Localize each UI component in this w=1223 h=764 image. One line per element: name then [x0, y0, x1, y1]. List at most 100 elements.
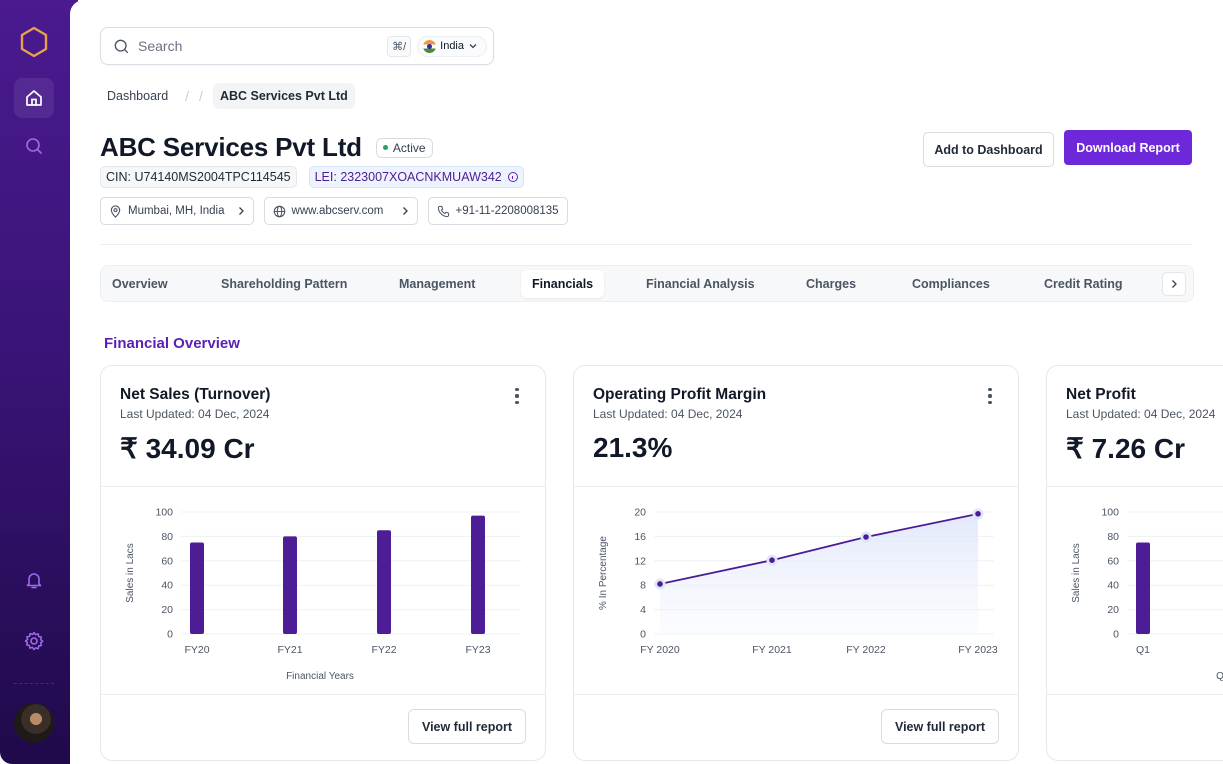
- view-full-report-button[interactable]: View full report: [408, 709, 526, 744]
- globe-icon: [273, 205, 285, 217]
- operating-profit-margin-card: Operating Profit Margin Last Updated: 04…: [573, 365, 1019, 761]
- chevron-down-icon: [469, 44, 477, 49]
- card-footer: View full report: [574, 694, 1018, 760]
- y-tick-label: 8: [640, 580, 646, 592]
- card-footer: View full report: [1047, 694, 1223, 760]
- x-axis-label: Q: [1216, 671, 1223, 682]
- breadcrumb-separator: /: [185, 88, 190, 104]
- tab-bar: Overview Shareholding Pattern Management…: [100, 265, 1194, 302]
- bar: [283, 536, 297, 634]
- x-tick-label: FY22: [371, 644, 396, 656]
- section-title: Financial Overview: [104, 335, 240, 352]
- y-tick-label: 0: [167, 629, 173, 641]
- tab-financials[interactable]: Financials: [521, 270, 605, 298]
- card-last-updated: Last Updated: 04 Dec, 2024: [593, 407, 743, 421]
- tabs-next-button[interactable]: [1162, 272, 1186, 296]
- x-tick-label: FY 2022: [846, 644, 886, 656]
- y-tick-label: 100: [1101, 507, 1119, 519]
- tab-charges[interactable]: Charges: [806, 277, 857, 291]
- status-badge: Active: [375, 137, 433, 158]
- bar: [190, 542, 204, 634]
- y-tick-label: 40: [1107, 580, 1119, 592]
- y-tick-label: 60: [161, 555, 173, 567]
- phone-link[interactable]: +91-11-2208008135: [427, 197, 568, 225]
- info-icon[interactable]: [507, 172, 518, 182]
- x-tick-label: FY23: [465, 644, 490, 656]
- website-link[interactable]: www.abcserv.com: [263, 197, 418, 225]
- sidebar: [0, 0, 78, 764]
- sidebar-item-settings[interactable]: [14, 621, 54, 661]
- breadcrumb-separator: /: [199, 88, 203, 104]
- search-input[interactable]: [138, 38, 388, 54]
- y-tick-label: 20: [1107, 604, 1119, 616]
- card-last-updated: Last Updated: 04 Dec, 2024: [1066, 407, 1216, 421]
- tab-shareholding-pattern[interactable]: Shareholding Pattern: [221, 277, 348, 291]
- chevron-right-icon: [1172, 280, 1177, 288]
- india-flag-icon: [423, 39, 437, 53]
- cin-chip: CIN: U74140MS2004TPC114545: [100, 166, 297, 188]
- sidebar-item-search[interactable]: [14, 126, 54, 166]
- card-footer: View full report: [101, 694, 545, 760]
- y-tick-label: 20: [634, 507, 646, 519]
- more-options-icon[interactable]: [986, 388, 994, 404]
- card-value: ₹ 7.26 Cr: [1066, 433, 1185, 464]
- data-point: [769, 557, 775, 563]
- location-pin-icon: [110, 204, 121, 218]
- y-tick-label: 0: [640, 629, 646, 641]
- card-title: Operating Profit Margin: [593, 386, 767, 403]
- gear-icon: [24, 631, 44, 651]
- country-selector[interactable]: India: [417, 35, 487, 57]
- y-tick-label: 16: [634, 531, 646, 543]
- y-axis-label: Sales in Lacs: [125, 543, 136, 602]
- bar: [1136, 542, 1150, 634]
- sidebar-item-home[interactable]: [14, 78, 54, 118]
- main-panel: ⌘/ India Dashboard / / ABC Services Pvt …: [70, 0, 1223, 764]
- data-point: [657, 581, 663, 587]
- card-value: ₹ 34.09 Cr: [120, 433, 255, 464]
- data-point: [975, 511, 981, 517]
- more-options-icon[interactable]: [513, 388, 521, 404]
- y-tick-label: 20: [161, 604, 173, 616]
- bar: [471, 515, 485, 634]
- tab-compliances[interactable]: Compliances: [912, 277, 990, 291]
- location-link[interactable]: Mumbai, MH, India: [100, 197, 254, 225]
- tab-credit-rating[interactable]: Credit Rating: [1044, 277, 1123, 291]
- y-tick-label: 0: [1113, 629, 1119, 641]
- hexagon-logo-icon[interactable]: [19, 26, 49, 58]
- lei-label: LEI: 2323007XOACNKMUAW342: [314, 170, 502, 184]
- x-tick-label: Q1: [1136, 644, 1150, 656]
- phone-label: +91-11-2208008135: [455, 205, 559, 217]
- card-header: Net Profit Last Updated: 04 Dec, 2024 ₹ …: [1047, 366, 1223, 487]
- add-to-dashboard-button[interactable]: Add to Dashboard: [923, 132, 1054, 167]
- status-label: Active: [392, 140, 426, 155]
- breadcrumb-dashboard[interactable]: Dashboard: [107, 89, 169, 103]
- company-contacts: Mumbai, MH, India www.abcserv.com +91-11…: [100, 197, 568, 225]
- x-tick-label: FY 2020: [640, 644, 680, 656]
- header-divider: [100, 244, 1192, 245]
- lei-chip[interactable]: LEI: 2323007XOACNKMUAW342: [308, 166, 524, 188]
- company-identifiers: CIN: U74140MS2004TPC114545 LEI: 2323007X…: [100, 166, 524, 188]
- tab-management[interactable]: Management: [399, 277, 476, 291]
- x-tick-label: FY 2023: [958, 644, 998, 656]
- y-axis-label: Sales in Lacs: [1071, 543, 1082, 602]
- page-title: ABC Services Pvt Ltd: [100, 132, 362, 162]
- net-profit-chart: Sales in Lacs 0 20 40 60 80 100 Q1 Q: [1071, 507, 1223, 682]
- operating-profit-margin-chart: % In Percentage 0 4 8 12 16 20 FY 2020 FY 2021 FY…: [598, 507, 998, 657]
- sidebar-item-notifications[interactable]: [14, 560, 54, 600]
- y-tick-label: 40: [161, 580, 173, 592]
- search-bar: ⌘/ India: [100, 27, 494, 65]
- card-value: 21.3%: [593, 432, 673, 463]
- tab-overview[interactable]: Overview: [112, 277, 168, 291]
- tab-financial-analysis[interactable]: Financial Analysis: [646, 277, 755, 291]
- net-sales-chart: Sales in Lacs 0 20 40 60 80 100 FY20 FY21 FY22 FY2…: [125, 507, 521, 682]
- view-full-report-button[interactable]: View full report: [881, 709, 999, 744]
- x-tick-label: FY21: [277, 644, 302, 656]
- country-label: India: [440, 40, 464, 52]
- card-header: Net Sales (Turnover) Last Updated: 04 De…: [101, 366, 545, 487]
- chevron-right-icon: [402, 207, 408, 215]
- download-report-button[interactable]: Download Report: [1064, 130, 1192, 165]
- y-tick-label: 100: [155, 507, 173, 519]
- card-last-updated: Last Updated: 04 Dec, 2024: [120, 407, 270, 421]
- user-avatar[interactable]: [14, 703, 54, 743]
- company-header: ABC Services Pvt Ltd Active: [100, 132, 433, 163]
